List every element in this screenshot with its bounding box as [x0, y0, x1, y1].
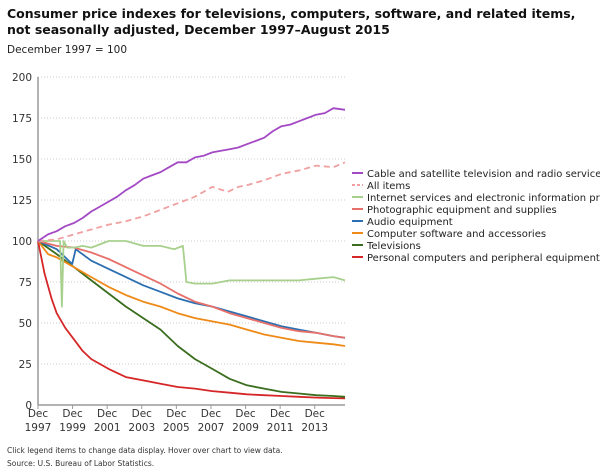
y-tick-label: 150 — [12, 154, 32, 166]
legend[interactable]: Cable and satellite television and radio… — [352, 169, 600, 264]
y-tick-label: 200 — [12, 72, 32, 84]
footer-source: Source: U.S. Bureau of Labor Statistics. — [7, 459, 155, 468]
x-tick-label: Dec — [62, 408, 83, 420]
series-line-cable-and-satellite-television-and-radio-service[interactable] — [37, 107, 346, 242]
legend-item[interactable]: Internet services and electronic informa… — [352, 193, 600, 204]
y-tick-label: 50 — [19, 318, 32, 330]
legend-item[interactable]: All items — [352, 181, 410, 192]
series-line-all-items[interactable] — [37, 161, 346, 242]
y-tick-label: 25 — [19, 359, 32, 371]
legend-label: Audio equipment — [367, 217, 453, 228]
x-tick-label: Dec — [201, 408, 222, 420]
x-tick-label: 1997 — [25, 422, 52, 434]
x-tick-label: 2011 — [267, 422, 294, 434]
legend-item[interactable]: Televisions — [352, 241, 421, 252]
line-chart[interactable]: 0 25 50 75 100 125 150 175 200 Dec 1997 Dec 1999 Dec 2… — [0, 60, 600, 440]
axes: 0 25 50 75 100 125 150 175 200 Dec 1997 Dec 1999 Dec 2… — [12, 72, 345, 434]
legend-label: Cable and satellite television and radio… — [367, 169, 600, 180]
legend-item[interactable]: Cable and satellite television and radio… — [352, 169, 600, 180]
legend-label: Computer software and accessories — [367, 229, 546, 240]
series-line-internet-services-and-electronic-information-providers[interactable] — [38, 240, 346, 308]
chart-title: Consumer price indexes for televisions, … — [7, 6, 576, 37]
x-tick-label: Dec — [132, 408, 153, 420]
legend-label: Internet services and electronic informa… — [367, 193, 600, 204]
x-tick-label: 2001 — [94, 422, 121, 434]
x-tick-label: 1999 — [59, 422, 86, 434]
footer-note: Click legend items to change data displa… — [7, 446, 283, 455]
y-tick-label: 175 — [12, 113, 32, 125]
y-tick-label: 75 — [19, 277, 32, 289]
y-tick-label: 0 — [25, 400, 32, 412]
series-line-personal-computers-and-peripheral-equipment[interactable] — [37, 240, 346, 400]
x-tick-label: 2009 — [232, 422, 259, 434]
series-line-photographic-equipment-and-supplies[interactable] — [37, 240, 346, 339]
x-tick-label: Dec — [235, 408, 256, 420]
series-lines[interactable] — [37, 107, 346, 400]
series-line-televisions[interactable] — [37, 240, 346, 398]
x-tick-label: 2005 — [163, 422, 190, 434]
legend-item[interactable]: Audio equipment — [352, 217, 453, 228]
series-line-audio-equipment[interactable] — [37, 240, 346, 339]
x-tick-label: 2013 — [301, 422, 328, 434]
legend-item[interactable]: Personal computers and peripheral equipm… — [352, 253, 600, 264]
y-tick-label: 125 — [12, 195, 32, 207]
x-tick-label: Dec — [166, 408, 187, 420]
legend-item[interactable]: Computer software and accessories — [352, 229, 546, 240]
gridlines — [38, 76, 345, 365]
y-tick-label: 100 — [12, 236, 32, 248]
chart-subtitle: December 1997 = 100 — [7, 44, 128, 56]
series-line-computer-software-and-accessories[interactable] — [37, 240, 346, 347]
x-tick-label: Dec — [270, 408, 291, 420]
x-tick-label: Dec — [28, 408, 49, 420]
x-tick-label: Dec — [305, 408, 326, 420]
legend-label: Televisions — [366, 241, 421, 252]
x-tick-label: 2003 — [128, 422, 155, 434]
legend-label: Personal computers and peripheral equipm… — [367, 253, 600, 264]
legend-label: All items — [367, 181, 410, 192]
legend-label: Photographic equipment and supplies — [367, 205, 557, 216]
x-tick-label: Dec — [97, 408, 118, 420]
x-tick-label: 2007 — [198, 422, 225, 434]
legend-item[interactable]: Photographic equipment and supplies — [352, 205, 557, 216]
